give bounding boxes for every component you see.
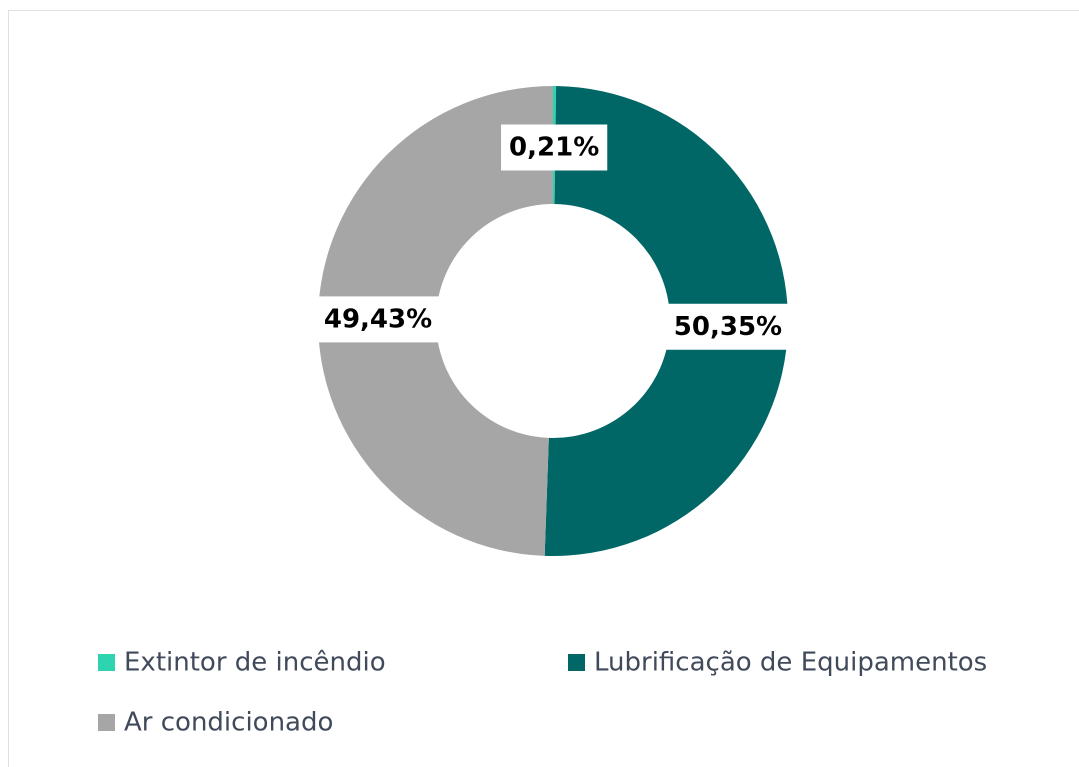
legend-label: Extintor de incêndio xyxy=(124,648,386,678)
legend-swatch xyxy=(98,714,115,731)
value-label-box xyxy=(501,124,608,171)
legend-swatch xyxy=(568,654,585,671)
value-label: 0,21% xyxy=(509,133,599,163)
value-label-box xyxy=(665,303,791,350)
value-label: 50,35% xyxy=(674,312,782,342)
legend-swatch xyxy=(98,654,115,671)
value-label-box xyxy=(315,296,441,343)
legend-label: Ar condicionado xyxy=(124,708,333,738)
donut-slice xyxy=(544,86,788,557)
chart-frame xyxy=(8,10,1079,767)
value-label: 49,43% xyxy=(324,304,432,334)
legend-label: Lubrificação de Equipamentos xyxy=(594,648,987,678)
